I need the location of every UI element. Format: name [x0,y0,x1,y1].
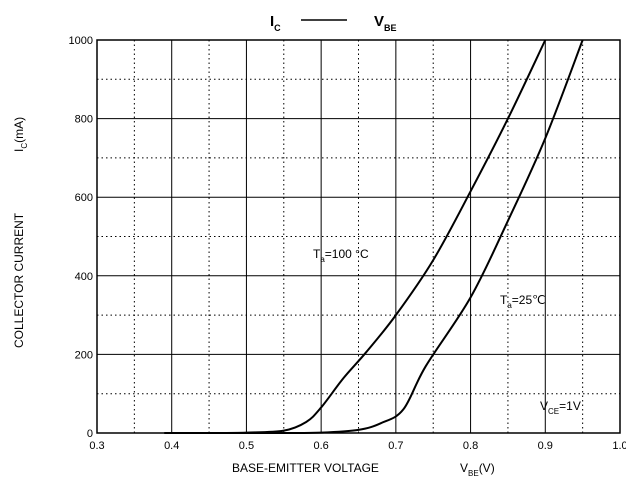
x-tick-label: 0.3 [89,440,104,452]
chart-title: IC VBE [270,13,397,33]
x-tick-label: 0.6 [313,440,328,452]
y-tick-label: 0 [87,428,93,440]
vce-rest: =1V [559,399,581,413]
y-axis-unit: IC(mA) [12,117,29,152]
y-tick-label: 1000 [69,35,93,47]
x-axis-unit: VBE(V) [460,461,495,478]
x-tick-label: 0.4 [164,440,179,452]
x-tick-label: 0.5 [239,440,254,452]
annotation-ta25: Ta=25℃ [500,293,546,310]
x-unit-sub: BE [468,469,479,478]
title-ic: I [270,13,274,30]
vce-sub: CE [548,407,559,416]
x-unit-main: V [460,461,468,475]
x-axis-label: BASE-EMITTER VOLTAGE [232,461,379,475]
curve-ta-25c [209,39,584,435]
y-tick-label: 600 [75,192,93,204]
annotation-vce: VCE=1V [540,399,581,416]
x-tick-label: 0.8 [463,440,478,452]
ta100-sub: a [320,255,325,264]
title-vbe: V [374,13,384,30]
ta25-rest: =25℃ [512,293,546,307]
x-tick-label: 0.9 [538,440,553,452]
annotation-ta100: Ta=100 °C [313,247,369,264]
tick-labels: 0.3 0.4 0.5 0.6 0.7 0.8 0.9 1.0 0 200 400 600 800 100… [69,35,626,452]
y-tick-label: 400 [75,271,93,283]
plot-frame [96,39,621,434]
title-vbe-sub: BE [384,23,397,33]
y-axis-label: COLLECTOR CURRENT [12,212,26,348]
x-tick-label: 1.0 [612,440,626,452]
y-unit-main: I [12,149,26,152]
curves [164,39,584,435]
x-tick-label: 0.7 [388,440,403,452]
ta100-rest: =100 °C [325,247,369,261]
svg-text:IC: IC [270,13,281,33]
y-unit-sub: C [20,143,29,149]
vce-main: V [540,399,548,413]
ta100-main: T [313,247,321,261]
svg-text:VBE: VBE [374,13,397,33]
y-tick-label: 800 [75,114,93,126]
y-unit-suffix: (mA) [12,117,26,143]
ta25-sub: a [507,301,512,310]
title-ic-sub: C [274,23,281,33]
x-unit-suffix: (V) [479,461,495,475]
y-tick-label: 200 [75,349,93,361]
grid-lines [96,39,621,434]
ta25-main: T [500,293,508,307]
